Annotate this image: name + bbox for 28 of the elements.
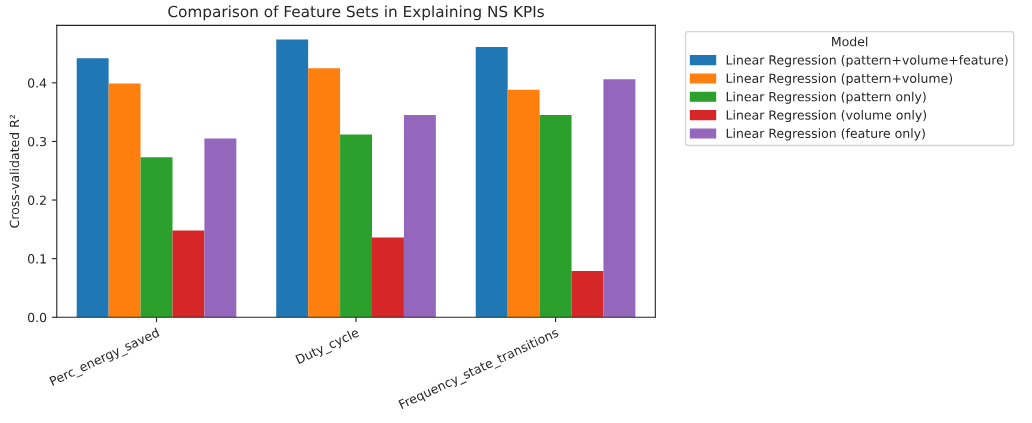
legend-label: Linear Regression (pattern+volume) <box>726 73 953 86</box>
bar <box>308 68 341 318</box>
bar <box>340 134 372 318</box>
bar <box>140 157 173 318</box>
y-tick-label: 0.4 <box>27 78 47 88</box>
bar <box>403 115 436 318</box>
bar <box>539 115 572 318</box>
bar <box>372 237 404 318</box>
y-tick-label: 0.2 <box>27 195 46 205</box>
bar <box>475 47 508 318</box>
y-tick-label: 0.1 <box>27 254 46 264</box>
y-tick-label: 0.0 <box>27 312 47 323</box>
bar <box>507 89 540 318</box>
bar <box>571 270 604 318</box>
legend-label: Linear Regression (volume only) <box>726 110 927 123</box>
legend-label: Linear Regression (feature only) <box>726 128 925 141</box>
bar <box>276 39 309 318</box>
legend-title: Model <box>832 36 868 47</box>
legend-label: Linear Regression (pattern+volume+feature) <box>726 54 1008 68</box>
bar <box>108 83 141 318</box>
y-tick-label: 0.3 <box>27 136 47 147</box>
bar <box>172 230 205 318</box>
bar <box>204 138 237 318</box>
y-axis-title: Cross-validated R² <box>9 114 20 228</box>
legend-label: Linear Regression (pattern only) <box>726 91 926 104</box>
bar <box>76 58 109 318</box>
chart-title: Comparison of Feature Sets in Explaining NS KPIs <box>168 5 544 21</box>
bar <box>603 79 636 318</box>
